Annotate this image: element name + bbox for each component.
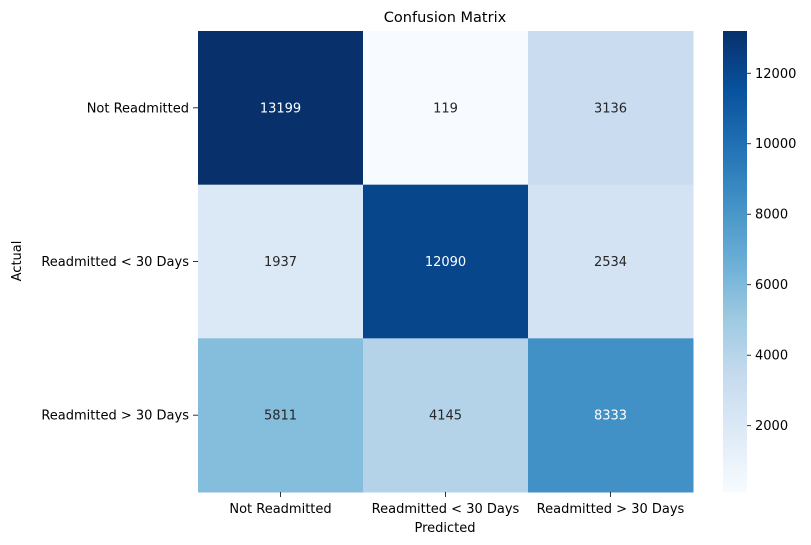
y-tick-label: Readmitted < 30 Days	[41, 255, 189, 270]
x-tick-label: Readmitted > 30 Days	[537, 502, 685, 517]
heatmap-cell	[363, 184, 529, 339]
colorbar-tick-label: 10000	[755, 137, 796, 152]
chart-title: Confusion Matrix	[384, 10, 507, 26]
cell-value-labels: 13199 119 3136 1937 12090 2534 5811 4145 8333	[260, 101, 627, 423]
heatmap-cells	[198, 31, 694, 493]
cell-value-label: 3136	[594, 101, 627, 116]
colorbar: 2000 4000 6000 8000 10000 12000	[723, 31, 796, 492]
heatmap-cell	[528, 338, 694, 493]
heatmap-cell	[528, 184, 694, 339]
y-tick-label: Not Readmitted	[87, 101, 189, 116]
heatmap-cell	[363, 31, 529, 186]
heatmap-cell	[363, 338, 529, 493]
cell-value-label: 1937	[264, 255, 297, 270]
heatmap-cell	[198, 338, 364, 493]
heatmap-cell	[198, 184, 364, 339]
colorbar-tick-label: 4000	[755, 349, 788, 364]
y-axis-label: Actual	[10, 241, 25, 282]
cell-value-label: 4145	[429, 409, 462, 424]
colorbar-tick-label: 6000	[755, 278, 788, 293]
cell-value-label: 2534	[594, 255, 627, 270]
colorbar-tick-label: 8000	[755, 208, 788, 223]
cell-value-label: 12090	[425, 255, 466, 270]
x-tick-label: Readmitted < 30 Days	[372, 502, 520, 517]
y-tick-label: Readmitted > 30 Days	[41, 409, 189, 424]
x-tick-label: Not Readmitted	[229, 502, 331, 517]
colorbar-gradient	[723, 31, 747, 492]
cell-value-label: 119	[433, 101, 458, 116]
heatmap-cell	[198, 31, 364, 186]
heatmap-cell	[528, 31, 694, 186]
colorbar-tick-label: 2000	[755, 419, 788, 434]
colorbar-tick-label: 12000	[755, 67, 796, 82]
y-tick-labels: Not Readmitted Readmitted < 30 Days Readmi…	[41, 101, 198, 424]
cell-value-label: 8333	[594, 409, 627, 424]
x-tick-labels: Not Readmitted Readmitted < 30 Days Readmi…	[229, 492, 685, 517]
x-axis-label: Predicted	[414, 521, 475, 536]
cell-value-label: 13199	[260, 101, 301, 116]
cell-value-label: 5811	[264, 409, 297, 424]
